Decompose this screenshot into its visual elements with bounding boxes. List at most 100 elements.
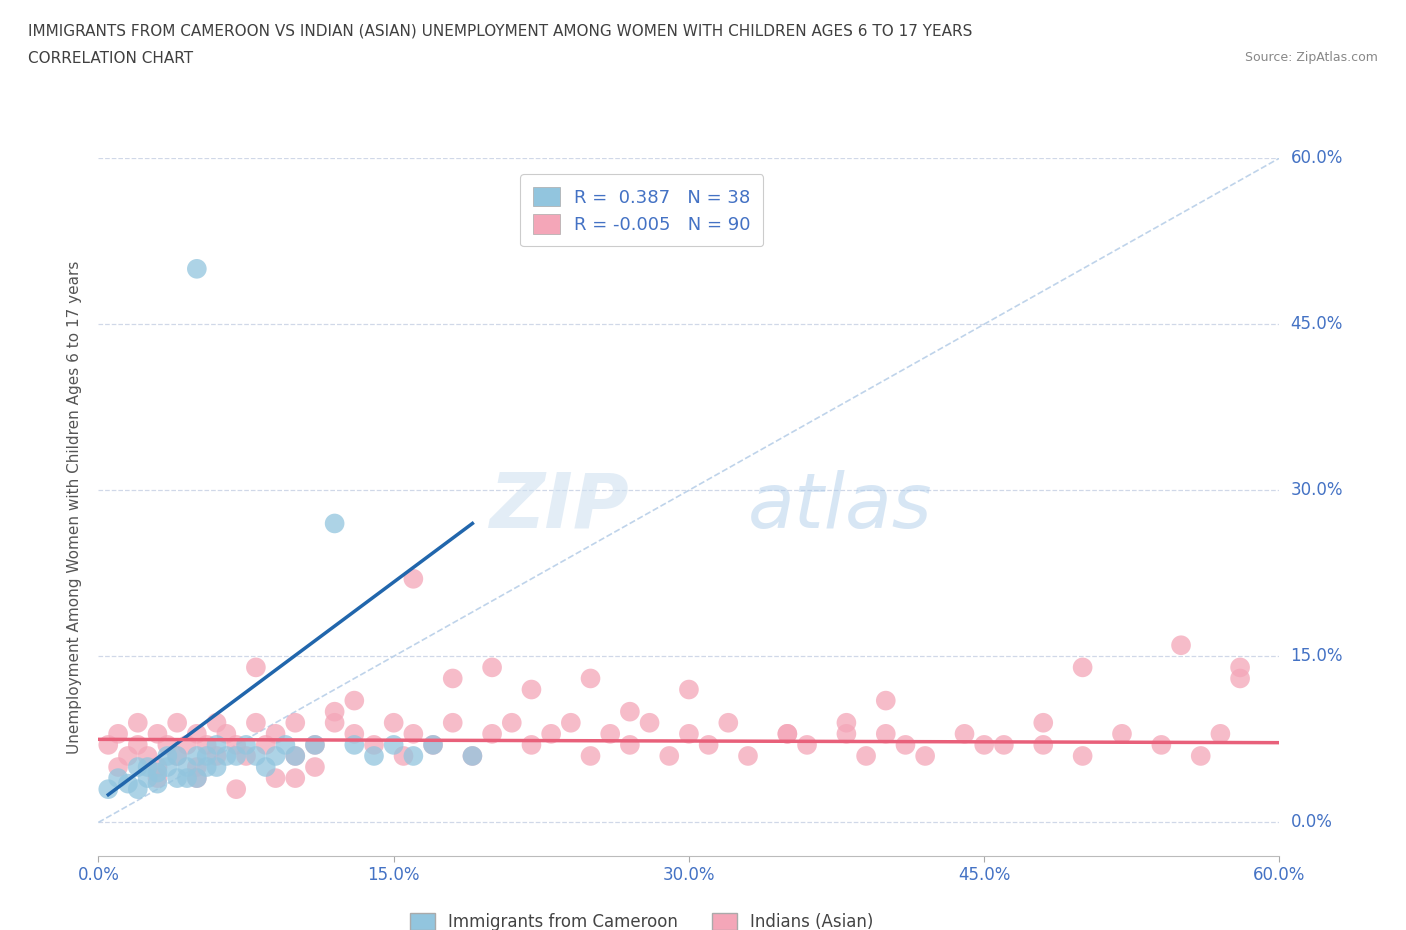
Point	[441, 671, 464, 686]
Point	[1229, 671, 1251, 686]
Point	[166, 749, 188, 764]
Point	[343, 737, 366, 752]
Point	[875, 693, 897, 708]
Point	[127, 782, 149, 797]
Point	[284, 749, 307, 764]
Point	[166, 715, 188, 730]
Point	[304, 760, 326, 775]
Point	[166, 771, 188, 786]
Point	[323, 704, 346, 719]
Point	[835, 715, 858, 730]
Point	[1032, 715, 1054, 730]
Point	[1150, 737, 1173, 752]
Point	[107, 771, 129, 786]
Point	[304, 737, 326, 752]
Point	[382, 737, 405, 752]
Point	[363, 749, 385, 764]
Point	[205, 749, 228, 764]
Point	[146, 771, 169, 786]
Point	[176, 771, 198, 786]
Point	[323, 516, 346, 531]
Point	[176, 737, 198, 752]
Point	[579, 749, 602, 764]
Point	[323, 715, 346, 730]
Point	[501, 715, 523, 730]
Point	[186, 261, 208, 276]
Point	[205, 715, 228, 730]
Point	[1071, 660, 1094, 675]
Point	[363, 737, 385, 752]
Text: 60.0%: 60.0%	[1291, 149, 1343, 167]
Point	[117, 749, 139, 764]
Point	[215, 726, 238, 741]
Point	[796, 737, 818, 752]
Point	[481, 660, 503, 675]
Point	[717, 715, 740, 730]
Point	[1189, 749, 1212, 764]
Point	[127, 737, 149, 752]
Point	[117, 777, 139, 791]
Point	[599, 726, 621, 741]
Text: 15.0%: 15.0%	[1291, 647, 1343, 665]
Point	[245, 749, 267, 764]
Point	[245, 715, 267, 730]
Point	[284, 715, 307, 730]
Point	[225, 782, 247, 797]
Point	[441, 715, 464, 730]
Point	[107, 760, 129, 775]
Text: Source: ZipAtlas.com: Source: ZipAtlas.com	[1244, 51, 1378, 64]
Point	[461, 749, 484, 764]
Point	[382, 715, 405, 730]
Point	[254, 760, 277, 775]
Point	[461, 749, 484, 764]
Point	[343, 726, 366, 741]
Point	[205, 737, 228, 752]
Point	[560, 715, 582, 730]
Point	[894, 737, 917, 752]
Point	[1111, 726, 1133, 741]
Point	[914, 749, 936, 764]
Y-axis label: Unemployment Among Women with Children Ages 6 to 17 years: Unemployment Among Women with Children A…	[67, 260, 83, 753]
Point	[402, 726, 425, 741]
Point	[697, 737, 720, 752]
Point	[638, 715, 661, 730]
Point	[520, 737, 543, 752]
Point	[215, 749, 238, 764]
Point	[1209, 726, 1232, 741]
Point	[993, 737, 1015, 752]
Point	[97, 737, 120, 752]
Point	[1071, 749, 1094, 764]
Point	[402, 571, 425, 586]
Point	[264, 726, 287, 741]
Text: CORRELATION CHART: CORRELATION CHART	[28, 51, 193, 66]
Point	[855, 749, 877, 764]
Point	[776, 726, 799, 741]
Point	[136, 760, 159, 775]
Point	[264, 749, 287, 764]
Point	[1032, 737, 1054, 752]
Point	[146, 765, 169, 780]
Point	[1229, 660, 1251, 675]
Point	[254, 737, 277, 752]
Point	[156, 760, 179, 775]
Point	[776, 726, 799, 741]
Point	[166, 749, 188, 764]
Point	[304, 737, 326, 752]
Point	[737, 749, 759, 764]
Point	[235, 749, 257, 764]
Point	[953, 726, 976, 741]
Point	[136, 749, 159, 764]
Point	[186, 726, 208, 741]
Point	[205, 760, 228, 775]
Text: 30.0%: 30.0%	[1291, 481, 1343, 499]
Point	[284, 749, 307, 764]
Point	[264, 771, 287, 786]
Point	[186, 749, 208, 764]
Point	[195, 737, 218, 752]
Point	[127, 715, 149, 730]
Point	[195, 760, 218, 775]
Point	[678, 682, 700, 697]
Point	[402, 749, 425, 764]
Point	[186, 771, 208, 786]
Point	[1170, 638, 1192, 653]
